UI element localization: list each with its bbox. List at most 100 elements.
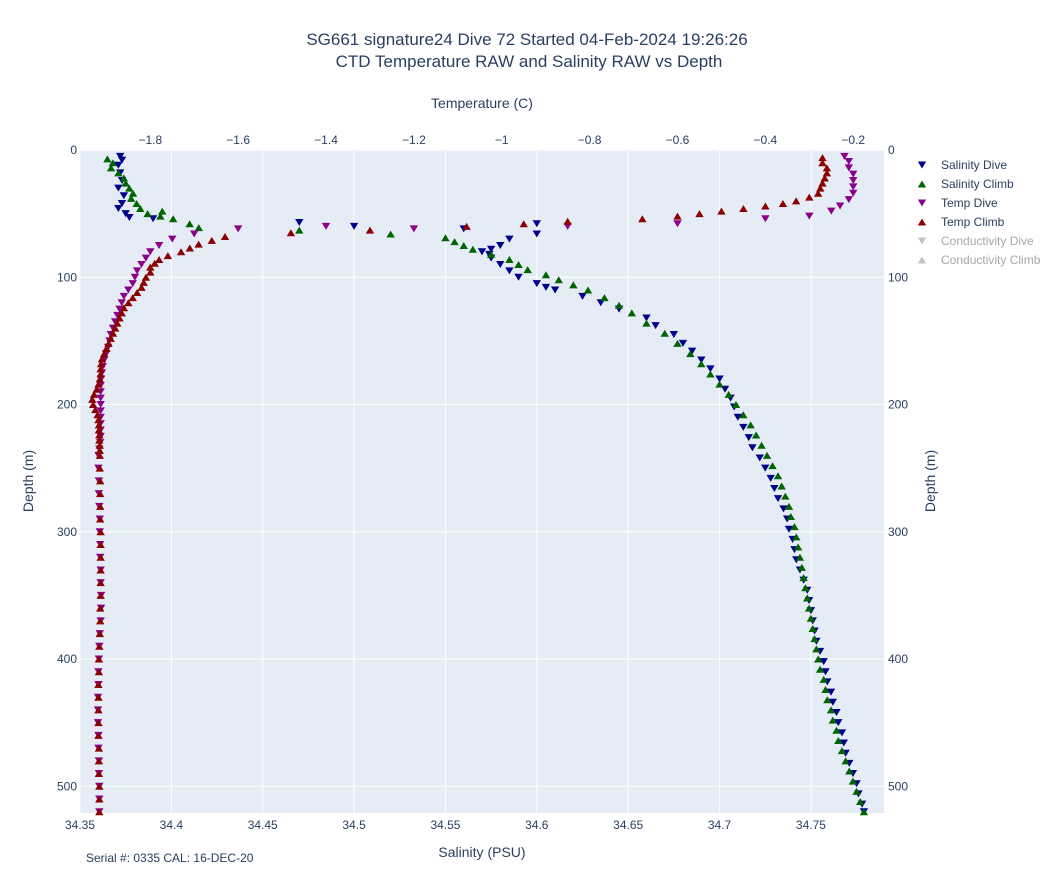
temp-climb-point — [94, 426, 104, 434]
temp-climb-point — [119, 304, 129, 312]
salinity-climb-point — [768, 462, 777, 470]
salinity-climb-point — [125, 184, 134, 192]
temp-dive-point — [409, 225, 419, 233]
legend-label: Temp Dive — [941, 196, 998, 210]
temp-dive-point — [146, 248, 155, 256]
depth-tick-label-left: 200 — [57, 398, 77, 412]
temp-climb-point — [95, 436, 104, 444]
temp-climb-point — [286, 229, 296, 237]
temp-climb-point — [110, 324, 120, 332]
salinity-climb-point — [810, 635, 819, 643]
temp-climb-point — [822, 169, 832, 177]
salinity-climb-point — [739, 411, 748, 419]
temp-climb-point — [519, 220, 528, 228]
salinity-climb-point — [706, 370, 715, 378]
salinity-climb-point — [786, 512, 796, 520]
temp-climb-point — [220, 233, 230, 241]
temp-climb-point — [739, 205, 748, 213]
legend-item-temp-dive[interactable]: Temp Dive — [917, 196, 998, 210]
salinity-climb-point — [114, 169, 123, 177]
temp-climb-point — [805, 193, 814, 201]
temp-climb-point — [95, 808, 104, 816]
salinity-climb-point — [834, 736, 843, 744]
temp-dive-point — [96, 401, 105, 409]
temp-climb-point — [818, 154, 827, 162]
legend-item-salinity-climb[interactable]: Salinity Climb — [917, 177, 1014, 191]
salinity-dive-point — [744, 434, 753, 442]
salinity-dive-point — [832, 708, 841, 716]
salinity-climb-point — [523, 266, 532, 274]
temp-dive-point — [154, 241, 164, 249]
legend-item-salinity-dive[interactable]: Salinity Dive — [917, 158, 1008, 172]
salinity-climb-point — [126, 194, 136, 202]
temp-climb-point — [99, 350, 109, 358]
temp-climb-point — [638, 215, 647, 223]
salinity-dive-point — [834, 719, 843, 727]
salinity-dive-point — [117, 199, 127, 207]
salinity-climb-point — [812, 645, 821, 653]
salinity-dive-point — [116, 152, 125, 160]
salinity-dive-point — [828, 698, 838, 706]
temp-climb-point — [94, 421, 104, 429]
salinity-dive-point — [761, 464, 770, 472]
temp-climb-point — [95, 795, 104, 803]
temp-climb-point — [816, 184, 825, 192]
legend-item-conductivity-dive[interactable]: Conductivity Dive — [917, 234, 1034, 248]
temp-climb-point — [94, 706, 103, 714]
temp-climb-point — [563, 217, 572, 225]
depth-tick-label-left: 300 — [57, 525, 77, 539]
salinity-dive-point — [821, 668, 830, 676]
salinity-tick-label: 34.55 — [430, 818, 460, 832]
temp-climb-point — [673, 212, 682, 220]
temp-dive-point — [849, 189, 858, 197]
salinity-climb-point — [848, 777, 858, 785]
temp-climb-point — [108, 329, 118, 337]
salinity-climb-point — [103, 155, 112, 163]
temp-climb-point — [96, 579, 105, 587]
depth-tick-label-right: 300 — [888, 525, 908, 539]
salinity-dive-point — [541, 283, 551, 291]
plot-area[interactable] — [80, 150, 884, 813]
salinity-climb-point — [784, 502, 794, 510]
temp-climb-point — [820, 174, 829, 182]
legend-label: Conductivity Climb — [941, 253, 1041, 267]
salinity-climb-point — [837, 747, 847, 755]
temp-climb-point — [96, 502, 105, 510]
salinity-climb-point — [119, 174, 129, 182]
salinity-climb-point — [106, 164, 116, 172]
temperature-tick-label: −1.2 — [402, 133, 426, 147]
temperature-tick-label: −1.8 — [138, 133, 162, 147]
temperature-tick-label: −0.6 — [666, 133, 690, 147]
salinity-dive-point — [514, 273, 523, 281]
temp-dive-point — [96, 394, 105, 402]
temp-dive-point — [168, 235, 177, 243]
legend-item-conductivity-climb[interactable]: Conductivity Climb — [917, 253, 1041, 267]
temp-climb-point — [94, 680, 103, 688]
temp-dive-point — [827, 207, 836, 215]
salinity-climb-point — [128, 189, 138, 197]
temp-dive-point — [849, 177, 858, 185]
salinity-climb-point — [600, 294, 609, 302]
temp-climb-point — [92, 385, 101, 393]
temp-climb-point — [95, 446, 104, 454]
legend-item-temp-climb[interactable]: Temp Climb — [917, 215, 1005, 229]
temp-climb-point — [96, 515, 105, 523]
salinity-dive-point — [121, 210, 130, 218]
salinity-climb-point — [505, 255, 514, 263]
salinity-climb-point — [108, 159, 118, 167]
salinity-climb-point — [757, 441, 766, 449]
temp-climb-point — [761, 202, 770, 210]
temp-climb-point — [104, 339, 113, 347]
temperature-tick-label: −0.4 — [754, 133, 778, 147]
temp-climb-point — [89, 390, 99, 398]
temperature-tick-label: −0.8 — [578, 133, 602, 147]
salinity-climb-point — [295, 226, 304, 234]
temp-dive-point — [835, 202, 845, 210]
salinity-dive-point — [642, 314, 651, 322]
salinity-climb-point — [797, 563, 806, 571]
salinity-climb-point — [386, 230, 395, 238]
salinity-climb-point — [660, 329, 669, 337]
salinity-climb-point — [541, 271, 551, 279]
salinity-climb-point — [132, 199, 141, 207]
salinity-climb-point — [790, 523, 799, 531]
